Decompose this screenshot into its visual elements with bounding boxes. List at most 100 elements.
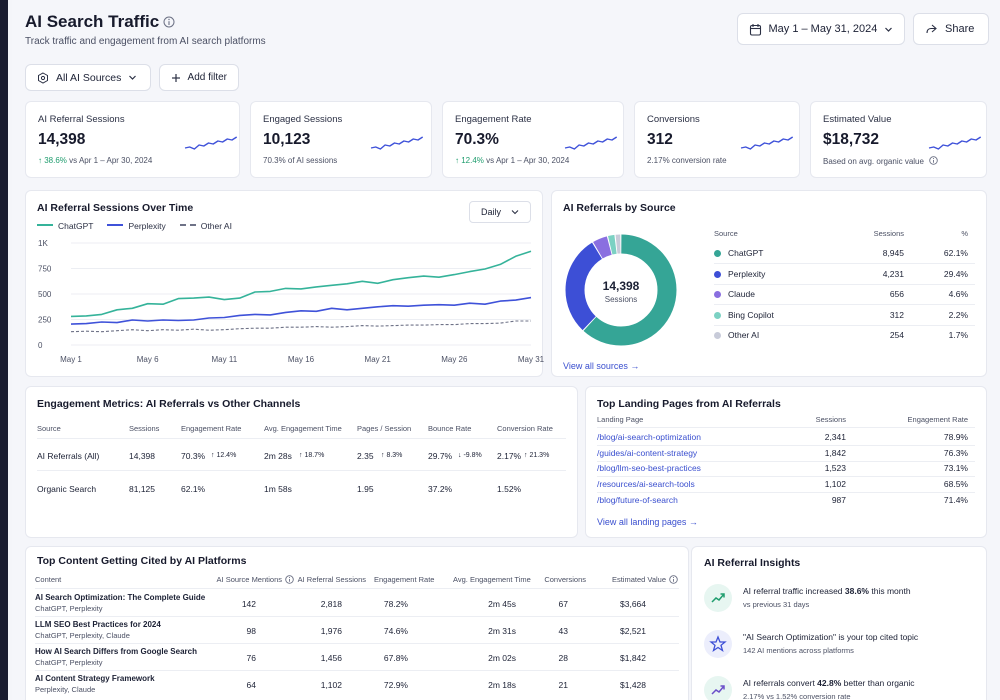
top-cited-content-card: Top Content Getting Cited by AI Platform… — [25, 546, 689, 700]
source-sessions: 312 — [889, 309, 904, 320]
cell-sessions: 81,125 — [129, 484, 155, 494]
source-pct: 29.4% — [943, 268, 968, 279]
engagement-metrics-card: Engagement Metrics: AI Referrals vs Othe… — [25, 386, 578, 538]
insight-text-part: this month — [869, 586, 911, 596]
share-button[interactable]: Share — [913, 13, 989, 45]
kpi-label: AI Referral Sessions — [38, 114, 125, 125]
info-icon[interactable] — [163, 16, 175, 28]
content-sources: ChatGPT, Perplexity — [35, 658, 103, 667]
cell-sessions: 1,456 — [320, 653, 342, 663]
share-label: Share — [945, 23, 975, 35]
kpi-label: Engagement Rate — [455, 114, 532, 125]
trend-up-icon — [704, 676, 732, 700]
legend-label: ChatGPT — [58, 221, 94, 231]
arrow-right-icon: → — [688, 517, 698, 527]
source-name: Other AI — [728, 330, 760, 340]
source-filter-label: All AI Sources — [56, 71, 122, 84]
cell-conversions: 67 — [558, 599, 568, 609]
source-sessions: 656 — [889, 289, 904, 299]
add-filter-button[interactable]: Add filter — [159, 64, 239, 91]
column-header: Content — [35, 575, 62, 584]
kpi-card-conversions[interactable]: Conversions 312 2.17% conversion rate — [634, 101, 800, 178]
source-sessions: 4,231 — [882, 268, 904, 279]
row-divider — [35, 616, 679, 617]
kpi-label: Estimated Value — [823, 114, 892, 125]
page-title: AI Search Traffic — [25, 12, 160, 31]
kpi-card-engaged-sessions[interactable]: Engaged Sessions 10,123 70.3% of AI sess… — [250, 101, 432, 178]
source-filter-dropdown[interactable]: All AI Sources — [25, 64, 151, 91]
kpi-value: 10,123 — [263, 131, 311, 148]
landing-engagement-rate: 68.5% — [943, 479, 968, 490]
content-title[interactable]: How AI Search Differs from Google Search — [35, 647, 197, 656]
kpi-note-text: Based on avg. organic value — [823, 157, 924, 166]
row-divider — [597, 445, 975, 446]
source-name: Claude — [728, 289, 755, 299]
granularity-dropdown[interactable]: Daily — [469, 201, 531, 223]
info-icon[interactable] — [285, 575, 294, 584]
cell-engagement-time: 2m 31s — [488, 626, 516, 636]
column-header: Source — [37, 424, 61, 433]
content-title[interactable]: AI Search Optimization: The Complete Gui… — [35, 593, 206, 602]
kpi-card-engagement-rate[interactable]: Engagement Rate 70.3% ↑ 12.4% vs Apr 1 –… — [442, 101, 624, 178]
landing-page-link[interactable]: /blog/llm-seo-best-practices — [597, 463, 701, 474]
landing-page-link[interactable]: /resources/ai-search-tools — [597, 479, 695, 490]
column-header: Sessions — [129, 424, 160, 433]
star-icon — [704, 630, 732, 658]
x-tick-label: May 16 — [288, 355, 315, 364]
landing-sessions: 1,842 — [824, 447, 846, 458]
sparkline — [370, 136, 424, 150]
info-icon[interactable] — [669, 575, 678, 584]
series-line-chatgpt[interactable] — [70, 250, 532, 318]
app-sidebar-edge — [0, 0, 8, 700]
legend-dot — [714, 311, 721, 319]
content-title[interactable]: AI Content Strategy Framework — [35, 674, 155, 683]
arrow-right-icon: → — [630, 361, 640, 371]
info-icon[interactable] — [929, 156, 938, 165]
donut-slice-chatgpt[interactable] — [565, 234, 677, 346]
source-sessions: 8,945 — [882, 248, 904, 258]
delta-badge: ↓ -9.8% — [458, 452, 482, 459]
kpi-card-estimated-value[interactable]: Estimated Value $18,732 Based on avg. or… — [810, 101, 987, 178]
legend-dot — [714, 250, 721, 257]
insight-text-part: "AI Search Optimization" is your top cit… — [743, 632, 919, 642]
cell-engagement-rate: 67.8% — [383, 653, 408, 663]
insight-subtext: vs previous 31 days — [743, 600, 810, 609]
date-range-picker[interactable]: May 1 – May 31, 2024 — [737, 13, 905, 45]
chevron-down-icon — [511, 210, 519, 215]
legend-perplexity[interactable]: Perplexity — [107, 221, 166, 231]
series-line-other-ai[interactable] — [70, 320, 531, 333]
content-title[interactable]: LLM SEO Best Practices for 2024 — [35, 620, 161, 629]
column-header: Engagement Rate — [907, 415, 968, 424]
legend-other-ai[interactable]: Other AI — [179, 221, 232, 231]
insights-card: AI Referral Insights AI referral traffic… — [691, 546, 987, 700]
landing-pages-card: Top Landing Pages from AI Referrals Land… — [585, 386, 987, 538]
view-all-sources-link[interactable]: View all sources → — [563, 361, 639, 371]
chart-title: AI Referral Sessions Over Time — [37, 202, 194, 214]
column-header: % — [961, 229, 968, 238]
view-all-landing-pages-link[interactable]: View all landing pages → — [597, 517, 698, 527]
card-title: Engagement Metrics: AI Referrals vs Othe… — [37, 398, 301, 410]
landing-page-link[interactable]: /blog/future-of-search — [597, 494, 678, 505]
source-pct: 62.1% — [943, 248, 968, 258]
insight-subtext: 2.17% vs 1.52% conversion rate — [743, 692, 851, 700]
column-header: Source — [714, 229, 738, 238]
kpi-card-ai-referral-sessions[interactable]: AI Referral Sessions 14,398 ↑ 38.6% vs A… — [25, 101, 240, 178]
referrals-by-source-card: AI Referrals by Source 14,398 Sessions S… — [551, 190, 987, 377]
cell-estimated-value: $3,664 — [620, 599, 646, 609]
donut-slice-perplexity[interactable] — [565, 234, 677, 346]
x-tick-label: May 26 — [441, 355, 468, 364]
source-pct: 1.7% — [948, 330, 968, 340]
sparkline — [740, 136, 794, 150]
source-name: ChatGPT — [728, 248, 764, 258]
landing-engagement-rate: 76.3% — [943, 447, 968, 458]
y-tick-label: 500 — [38, 290, 52, 299]
cell-engagement-rate: 70.3% — [181, 451, 206, 461]
legend-chatgpt[interactable]: ChatGPT — [37, 221, 93, 231]
landing-sessions: 1,523 — [824, 463, 846, 474]
kpi-value: 70.3% — [455, 131, 499, 148]
cell-mentions: 98 — [246, 626, 256, 636]
column-header: AI Referral Sessions — [297, 575, 366, 584]
landing-page-link[interactable]: /blog/ai-search-optimization — [597, 432, 701, 442]
landing-page-link[interactable]: /guides/ai-content-strategy — [597, 447, 698, 458]
series-line-perplexity[interactable] — [70, 296, 532, 325]
